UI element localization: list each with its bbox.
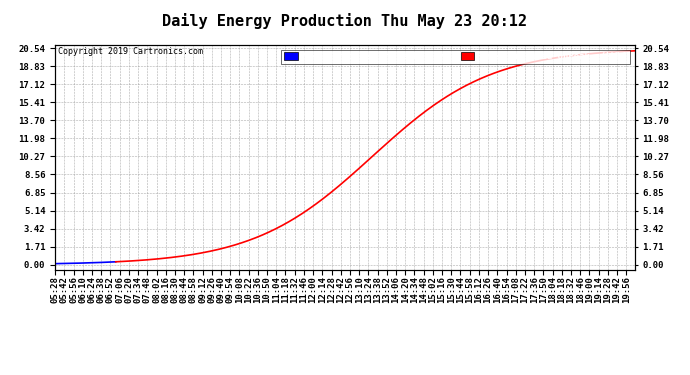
Text: Daily Energy Production Thu May 23 20:12: Daily Energy Production Thu May 23 20:12 — [163, 13, 527, 29]
Text: Copyright 2019 Cartronics.com: Copyright 2019 Cartronics.com — [58, 47, 203, 56]
Legend: Power Produced OffPeak  (kWh), Power Produced OnPeak  (kWh): Power Produced OffPeak (kWh), Power Prod… — [282, 50, 630, 64]
